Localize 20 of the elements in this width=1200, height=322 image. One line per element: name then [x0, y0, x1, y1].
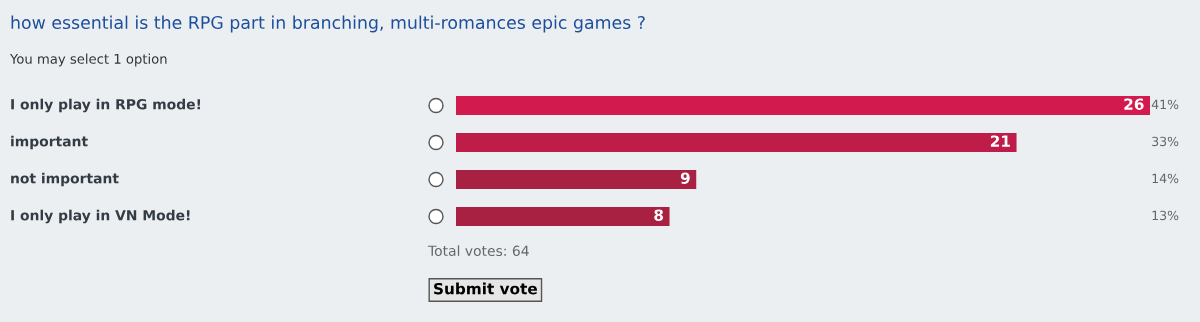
y-tick-label: not important — [11, 172, 119, 187]
bar — [456, 132, 1017, 153]
text: Total votes: 64 — [427, 245, 529, 257]
data-label: 26 — [1124, 98, 1144, 110]
y-tick-label: important — [11, 135, 88, 150]
text: 33% — [1152, 136, 1179, 147]
y-tick-label: I only play in VN Mode! — [11, 209, 190, 224]
data-label: 9 — [680, 172, 690, 184]
bar — [456, 169, 697, 190]
data-label: 8 — [654, 209, 664, 221]
chart-title: how essential is the RPG part in branching, multi-romances epic games ? — [11, 15, 645, 33]
text: You may select 1 option — [9, 53, 167, 67]
bar — [456, 95, 1150, 116]
text: 41% — [1151, 99, 1179, 110]
y-tick-label: I only play in RPG mode! — [11, 98, 200, 113]
text: Submit vote — [434, 282, 537, 295]
bar — [456, 206, 670, 227]
text: 13% — [1152, 210, 1179, 221]
data-label: 21 — [990, 135, 1010, 147]
text: 14% — [1152, 173, 1179, 184]
